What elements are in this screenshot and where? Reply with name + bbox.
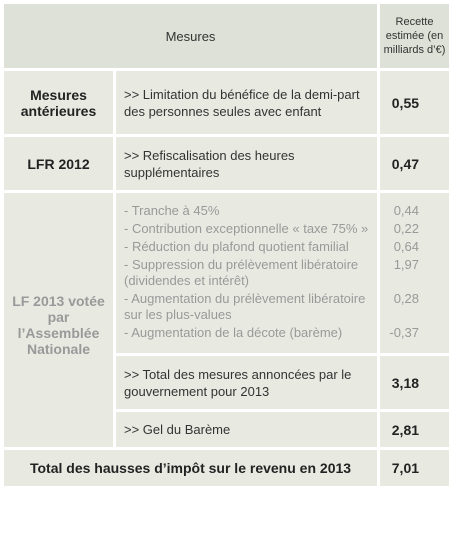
item-value: 1,97 (379, 256, 450, 290)
footer-row: Total des hausses d’impôt sur le revenu … (3, 449, 450, 488)
measure-label: >> Total des mesures annoncées par le go… (115, 355, 379, 411)
measure-value: 2,81 (379, 411, 450, 449)
measure-row: LFR 2012>> Refiscalisation des heures su… (3, 136, 450, 192)
item-value: 0,28 (379, 290, 450, 324)
item-label: - Augmentation de la décote (barème) (115, 324, 379, 355)
item-label: - Réduction du plafond quotient familial (115, 238, 379, 256)
group-label: LFR 2012 (3, 136, 115, 192)
item-value: 0,64 (379, 238, 450, 256)
measure-label: >> Refiscalisation des heures supplément… (115, 136, 379, 192)
item-label: - Contribution exceptionnelle « taxe 75%… (115, 220, 379, 238)
item-row: LF 2013 votée par l’Assemblée Nationale-… (3, 192, 450, 221)
item-label: - Suppression du prélèvement libératoire… (115, 256, 379, 290)
tax-table: Mesures Recette estimée (en milliards d’… (1, 1, 450, 489)
header-row: Mesures Recette estimée (en milliards d’… (3, 3, 450, 70)
item-value: 0,22 (379, 220, 450, 238)
item-value: 0,44 (379, 192, 450, 221)
measure-row: Mesures antérieures>> Limitation du béné… (3, 70, 450, 136)
measure-value: 0,47 (379, 136, 450, 192)
measure-label: >> Limitation du bénéfice de la demi-par… (115, 70, 379, 136)
item-label: - Tranche à 45% (115, 192, 379, 221)
header-revenue: Recette estimée (en milliards d’€) (379, 3, 450, 70)
footer-label: Total des hausses d’impôt sur le revenu … (3, 449, 379, 488)
measure-value: 0,55 (379, 70, 450, 136)
table-body: Mesures Recette estimée (en milliards d’… (3, 3, 450, 488)
group-label: Mesures antérieures (3, 70, 115, 136)
item-value: -0,37 (379, 324, 450, 355)
footer-value: 7,01 (379, 449, 450, 488)
header-measures: Mesures (3, 3, 379, 70)
group-label: LF 2013 votée par l’Assemblée Nationale (3, 192, 115, 449)
item-label: - Augmentation du prélèvement libératoir… (115, 290, 379, 324)
measure-value: 3,18 (379, 355, 450, 411)
measure-label: >> Gel du Barème (115, 411, 379, 449)
